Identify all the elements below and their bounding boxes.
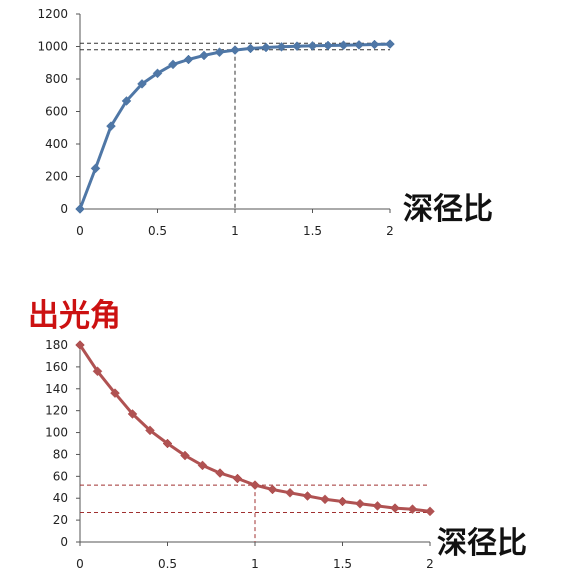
x-tick-label: 1.5 xyxy=(333,557,352,571)
y-tick-label: 0 xyxy=(60,535,68,549)
data-point-marker xyxy=(276,41,287,52)
y-tick-label: 60 xyxy=(53,469,68,483)
y-tick-label: 800 xyxy=(45,72,68,86)
data-point-marker xyxy=(385,39,395,49)
bottom-chart-title: 出光角 xyxy=(28,298,121,334)
y-tick-label: 0 xyxy=(60,202,68,216)
data-point-marker xyxy=(245,43,256,54)
y-tick-label: 140 xyxy=(45,382,68,396)
data-point-marker xyxy=(75,340,85,350)
data-point-marker xyxy=(110,388,120,399)
y-tick-label: 1000 xyxy=(37,40,68,54)
x-tick-label: 2 xyxy=(386,224,394,238)
y-tick-label: 200 xyxy=(45,170,68,184)
data-point-marker xyxy=(292,41,302,52)
x-tick-label: 0.5 xyxy=(148,224,167,238)
data-point-marker xyxy=(323,40,333,51)
data-point-marker xyxy=(261,42,271,53)
x-tick-label: 0 xyxy=(76,224,84,238)
data-point-marker xyxy=(199,50,209,61)
x-tick-label: 0 xyxy=(76,557,84,571)
data-point-marker xyxy=(407,504,418,515)
data-point-marker xyxy=(307,40,318,51)
data-point-marker xyxy=(338,40,349,51)
top-x-axis-label: 深径比 xyxy=(403,192,493,227)
y-tick-label: 400 xyxy=(45,137,68,151)
chart-bottom: 出光角 0 20 40 60 80 100 120 140 160 180 0 0.5 1 1.5 2 深… xyxy=(28,298,527,571)
x-tick-label: 1 xyxy=(251,557,259,571)
data-point-marker xyxy=(390,503,400,513)
data-point-marker xyxy=(92,366,103,377)
data-point-marker xyxy=(302,491,313,501)
y-tick-label: 40 xyxy=(53,491,68,505)
data-point-marker xyxy=(355,498,365,509)
y-tick-label: 80 xyxy=(53,447,68,461)
data-point-marker xyxy=(250,480,260,490)
chart-top: 0 200 400 600 800 1000 1200 0 0.5 1 1.5 2 深径比 xyxy=(37,7,493,238)
y-tick-label: 120 xyxy=(45,404,68,418)
bottom-x-axis-label: 深径比 xyxy=(437,526,527,561)
data-point-marker xyxy=(168,59,178,70)
data-point-marker xyxy=(197,460,208,471)
data-point-marker xyxy=(145,425,155,436)
data-point-marker xyxy=(354,40,364,50)
y-tick-label: 100 xyxy=(45,426,68,440)
data-point-marker xyxy=(230,45,240,55)
data-point-marker xyxy=(267,484,278,495)
x-tick-label: 0.5 xyxy=(158,557,177,571)
data-point-marker xyxy=(369,39,380,50)
data-point-marker xyxy=(285,487,295,498)
data-point-marker xyxy=(320,494,330,505)
data-point-marker xyxy=(215,468,225,478)
data-point-marker xyxy=(214,47,225,58)
x-tick-label: 1 xyxy=(231,224,239,238)
y-tick-label: 1200 xyxy=(37,7,68,21)
y-tick-label: 20 xyxy=(53,513,68,527)
data-point-marker xyxy=(75,204,85,214)
y-tick-label: 600 xyxy=(45,105,68,119)
data-point-marker xyxy=(372,501,383,511)
data-point-marker xyxy=(152,68,163,79)
data-point-marker xyxy=(232,473,243,484)
x-tick-label: 2 xyxy=(426,557,434,571)
data-point-marker xyxy=(137,79,147,89)
data-point-marker xyxy=(90,163,101,174)
x-tick-label: 1.5 xyxy=(303,224,322,238)
data-point-marker xyxy=(162,438,173,449)
data-point-marker xyxy=(183,54,194,65)
data-point-marker xyxy=(121,96,132,106)
data-point-marker xyxy=(337,496,348,507)
data-point-marker xyxy=(425,506,435,517)
y-tick-label: 160 xyxy=(45,360,68,374)
data-point-marker xyxy=(180,450,190,461)
data-point-marker xyxy=(106,121,116,131)
data-point-marker xyxy=(127,409,138,419)
y-tick-label: 180 xyxy=(45,338,68,352)
